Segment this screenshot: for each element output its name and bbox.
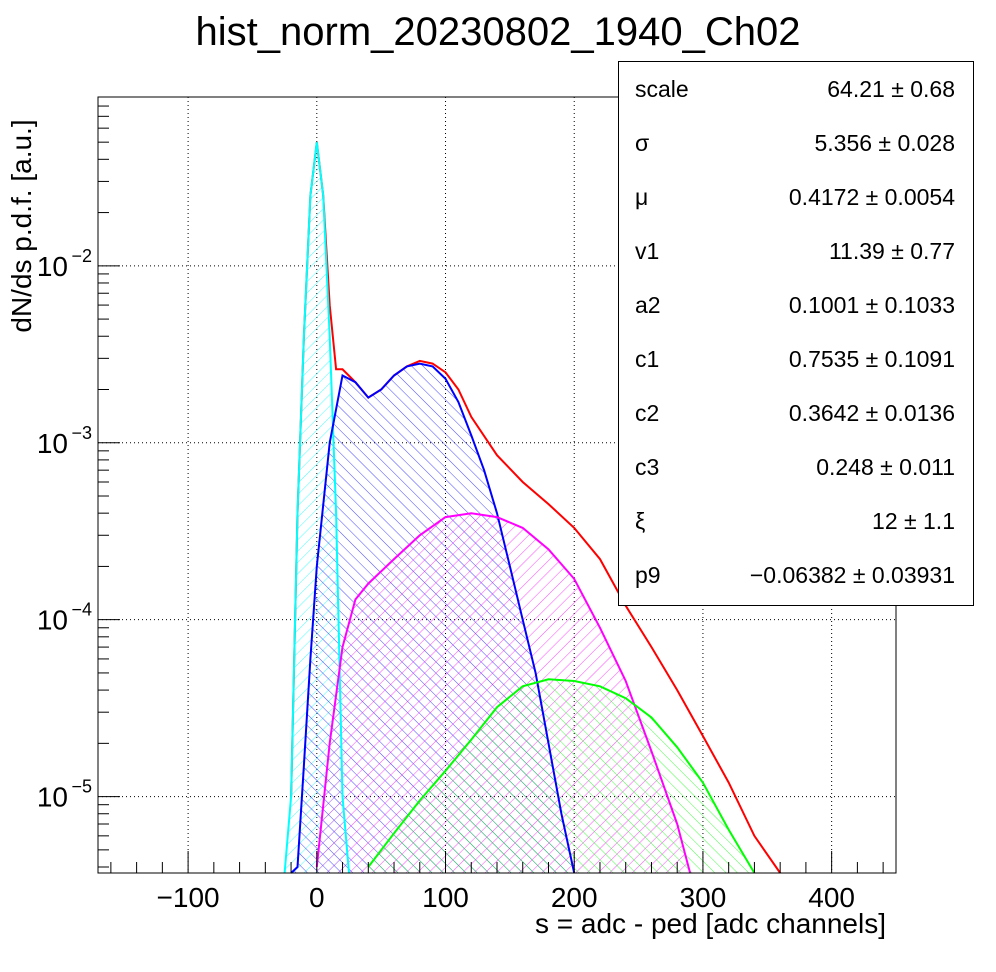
x-tick-label: 300 [680,882,727,913]
stat-row-mu: μ 0.4172 ± 0.0054 [619,184,973,224]
stat-row-c3: c3 0.248 ± 0.011 [619,454,973,494]
y-tick-label: 10 [37,251,68,282]
stat-value: 0.7535 ± 0.1091 [788,346,955,372]
series-area [368,679,755,873]
series-line [367,678,756,874]
y-tick-exponent: −5 [71,777,92,797]
fit-stats-box: scale 64.21 ± 0.68 σ 5.356 ± 0.028 μ 0.4… [618,61,974,606]
stat-name: v1 [635,238,660,264]
y-tick-exponent: −2 [71,246,92,266]
stat-row-c2: c2 0.3642 ± 0.0136 [619,400,973,440]
stat-value: −0.06382 ± 0.03931 [749,562,955,588]
stat-value: 5.356 ± 0.028 [814,130,955,156]
stat-row-p9: p9 −0.06382 ± 0.03931 [619,562,973,602]
stat-value: 0.4172 ± 0.0054 [788,184,955,210]
series-line [315,512,692,874]
stat-row-v1: v1 11.39 ± 0.77 [619,238,973,278]
stat-name: a2 [635,292,661,318]
stat-value: 11.39 ± 0.77 [828,238,955,264]
y-tick-label: 10 [37,605,68,636]
stat-name: c2 [635,400,660,426]
stat-name: σ [635,130,650,156]
series-line [283,142,350,874]
y-tick-exponent: −3 [71,423,92,443]
y-tick-label: 10 [37,428,68,459]
series-line [290,362,576,874]
stat-value: 0.248 ± 0.011 [816,454,955,480]
x-tick-label: 100 [422,882,469,913]
y-tick-exponent: −4 [71,600,92,620]
stat-name: scale [635,76,689,102]
stat-name: p9 [635,562,661,588]
x-tick-label: 400 [808,882,855,913]
stat-value: 64.21 ± 0.68 [827,76,955,102]
x-tick-label: 0 [309,882,325,913]
y-tick-label: 10 [37,782,68,813]
y-axis-label: dN/ds p.d.f. [a.u.] [6,119,37,333]
stat-name: c3 [635,454,660,480]
stat-row-sigma: σ 5.356 ± 0.028 [619,130,973,170]
stat-row-c1: c1 0.7535 ± 0.1091 [619,346,973,386]
stat-value: 0.1001 ± 0.1033 [788,292,955,318]
chart-title: hist_norm_20230802_1940_Ch02 [195,10,801,54]
stat-name: μ [635,184,649,210]
x-tick-label: −100 [157,882,220,913]
x-axis-label: s = adc - ped [adc channels] [535,908,886,939]
stat-row-a2: a2 0.1001 ± 0.1033 [619,292,973,332]
stat-value: 12 ± 1.1 [872,508,955,534]
stat-row-scale: scale 64.21 ± 0.68 [619,76,973,116]
stat-value: 0.3642 ± 0.0136 [788,400,955,426]
stat-row-xi: ξ 12 ± 1.1 [619,508,973,548]
x-tick-label: 200 [551,882,598,913]
stat-name: c1 [635,346,660,372]
stat-name: ξ [635,508,646,534]
